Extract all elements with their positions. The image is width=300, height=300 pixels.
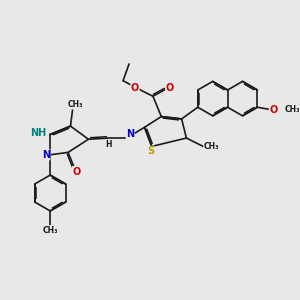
Text: CH₃: CH₃	[204, 142, 219, 151]
Text: NH: NH	[30, 128, 46, 138]
Text: N: N	[42, 150, 50, 160]
Text: S: S	[147, 146, 154, 156]
Text: H: H	[106, 140, 112, 149]
Text: CH₃: CH₃	[42, 226, 58, 235]
Text: CH₃: CH₃	[285, 105, 300, 114]
Text: O: O	[166, 83, 174, 93]
Text: CH₃: CH₃	[68, 100, 83, 109]
Text: O: O	[131, 83, 139, 93]
Text: N: N	[126, 130, 134, 140]
Text: O: O	[72, 167, 81, 176]
Text: O: O	[269, 105, 278, 115]
